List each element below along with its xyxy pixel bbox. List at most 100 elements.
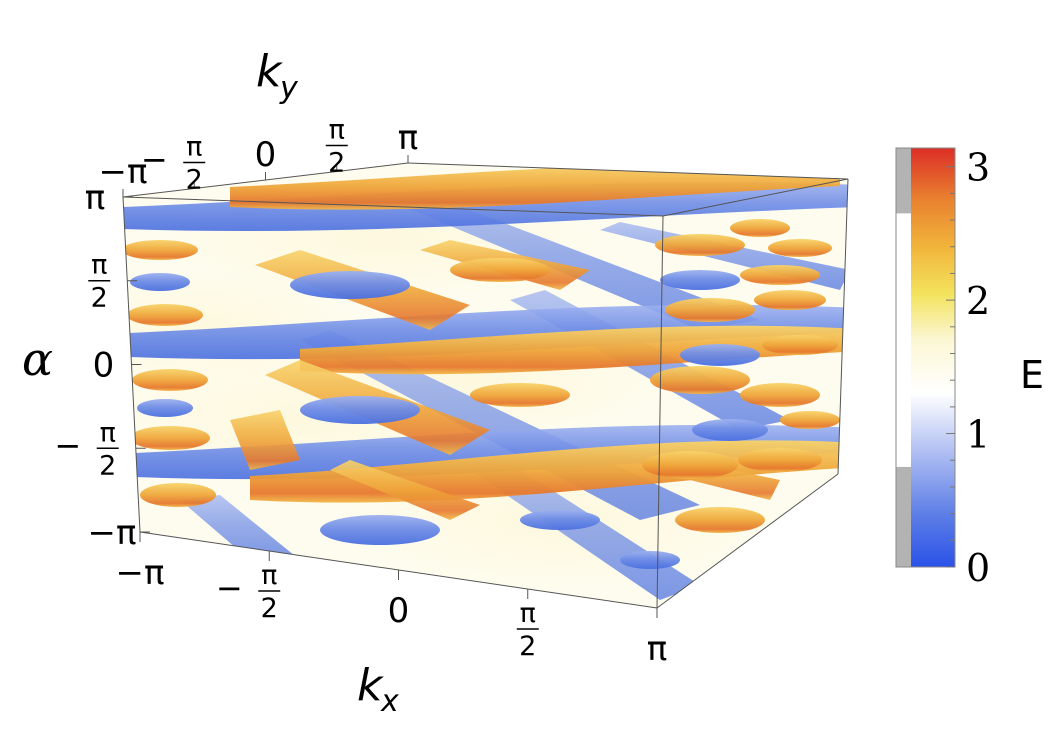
orange-isosurface-blob	[642, 451, 738, 479]
x-tick-label: π2	[516, 598, 539, 662]
z-tick-label: 0	[93, 346, 115, 386]
orange-isosurface-blob	[470, 383, 570, 407]
orange-isosurface-blob	[655, 234, 745, 256]
orange-isosurface-blob	[780, 411, 840, 429]
tick-value: −π	[88, 513, 137, 553]
y-tick-label: 0	[255, 135, 277, 175]
axis-subscript: y	[279, 71, 299, 106]
blue-isosurface-blob	[290, 271, 410, 299]
tick-denominator: 2	[186, 165, 203, 196]
y-tick-label: π	[398, 118, 418, 158]
tick-denominator: 2	[519, 631, 536, 662]
axis-title-kx: k x	[357, 660, 399, 719]
axis-subscript: x	[380, 684, 399, 719]
z-tick-label: −π	[88, 513, 137, 553]
blue-isosurface-tube	[180, 495, 300, 560]
orange-isosurface-band	[230, 163, 840, 210]
orange-isosurface-sheet	[230, 410, 300, 470]
orange-isosurface-blob	[762, 335, 838, 355]
tick-sign: −	[141, 141, 168, 179]
orange-isosurface-blob	[675, 507, 765, 533]
colorbar-frame	[895, 147, 956, 568]
tick-value: −π	[116, 553, 165, 593]
tick-numerator: π	[91, 250, 107, 281]
blue-isosurface-blob	[320, 515, 440, 545]
colorbar: 0 1 2 3 E	[895, 146, 1044, 590]
blue-isosurface-blob	[130, 273, 190, 291]
tick-numerator: π	[329, 114, 345, 145]
tick-sign: −	[54, 426, 81, 464]
x-tick-label: −π	[116, 553, 165, 593]
colorbar-tick-label: 1	[966, 413, 990, 457]
orange-isosurface-blob	[132, 369, 208, 391]
blue-isosurface-blob	[660, 270, 740, 290]
tick-value: 0	[93, 346, 115, 386]
z-tick-label: π	[85, 178, 105, 218]
blue-isosurface-blob	[137, 399, 193, 417]
tick-denominator: 2	[91, 283, 108, 314]
orange-isosurface-blob	[130, 426, 210, 450]
tick-value: π	[398, 118, 418, 158]
x-tick-label: π	[647, 629, 667, 669]
axis-symbol: k	[256, 46, 283, 97]
blue-isosurface-blob	[680, 344, 760, 366]
blue-isosurface-blob	[620, 551, 680, 569]
axis-title-alpha: α	[22, 332, 53, 386]
colorbar-label: E	[1020, 353, 1044, 397]
orange-isosurface-blob	[740, 265, 820, 285]
x-tick-label: − π2	[216, 560, 281, 624]
colorbar-gradient	[911, 148, 955, 567]
colorbar-shaded-range	[896, 466, 911, 567]
blue-isosurface-band	[135, 424, 848, 480]
orange-isosurface-blob	[740, 383, 820, 407]
blue-isosurface-blob	[692, 419, 768, 441]
axis-title-ky: k y	[256, 46, 299, 106]
box-edge	[122, 196, 664, 217]
box-edge	[656, 473, 839, 609]
tick-numerator: π	[261, 560, 277, 591]
tick-value: 0	[255, 135, 277, 175]
z-tick-label: π2	[88, 250, 111, 314]
box-edge	[662, 178, 849, 217]
x-tick-label: 0	[388, 591, 410, 631]
z-tick-label: − π2	[54, 417, 119, 481]
orange-isosurface-blob	[650, 366, 750, 394]
colorbar-tick-label: 0	[966, 546, 990, 590]
colorbar-shaded-range	[896, 148, 911, 214]
blue-isosurface-blob	[520, 510, 600, 530]
tick-numerator: π	[100, 417, 116, 448]
blue-isosurface-blob	[300, 396, 420, 424]
orange-isosurface-blob	[768, 239, 832, 257]
y-tick-label: π2	[325, 114, 348, 178]
y-tick-label: −π	[99, 152, 148, 192]
orange-isosurface-blob	[127, 304, 203, 326]
axis-symbol: k	[357, 660, 384, 711]
orange-isosurface-band	[300, 325, 848, 375]
orange-isosurface-blob	[123, 240, 198, 260]
orange-isosurface-blob	[140, 483, 216, 507]
tick-numerator: π	[520, 598, 536, 629]
tick-value: π	[85, 178, 105, 218]
tick-denominator: 2	[99, 450, 116, 481]
colorbar-tick-label: 2	[966, 279, 990, 323]
colorbar-tick-label: 3	[966, 146, 990, 190]
tick-value: −π	[99, 152, 148, 192]
orange-isosurface-blob	[450, 258, 550, 282]
tick-numerator: π	[186, 132, 202, 163]
orange-isosurface-blob	[738, 448, 822, 472]
blue-isosurface-tube	[400, 195, 760, 330]
box-edge	[837, 178, 849, 475]
blue-isosurface-band	[130, 304, 848, 360]
tick-value: π	[647, 629, 667, 669]
tick-value: 0	[388, 591, 410, 631]
orange-isosurface-sheet	[330, 460, 480, 520]
tick-sign: −	[216, 569, 243, 607]
y-tick-label: − π2	[141, 132, 206, 196]
bounding-box	[122, 162, 849, 609]
box-edge	[407, 162, 849, 180]
orange-isosurface-blob	[754, 290, 826, 310]
tick-denominator: 2	[261, 593, 278, 624]
isosurface-volume	[123, 163, 848, 608]
orange-isosurface-blob	[665, 298, 755, 322]
